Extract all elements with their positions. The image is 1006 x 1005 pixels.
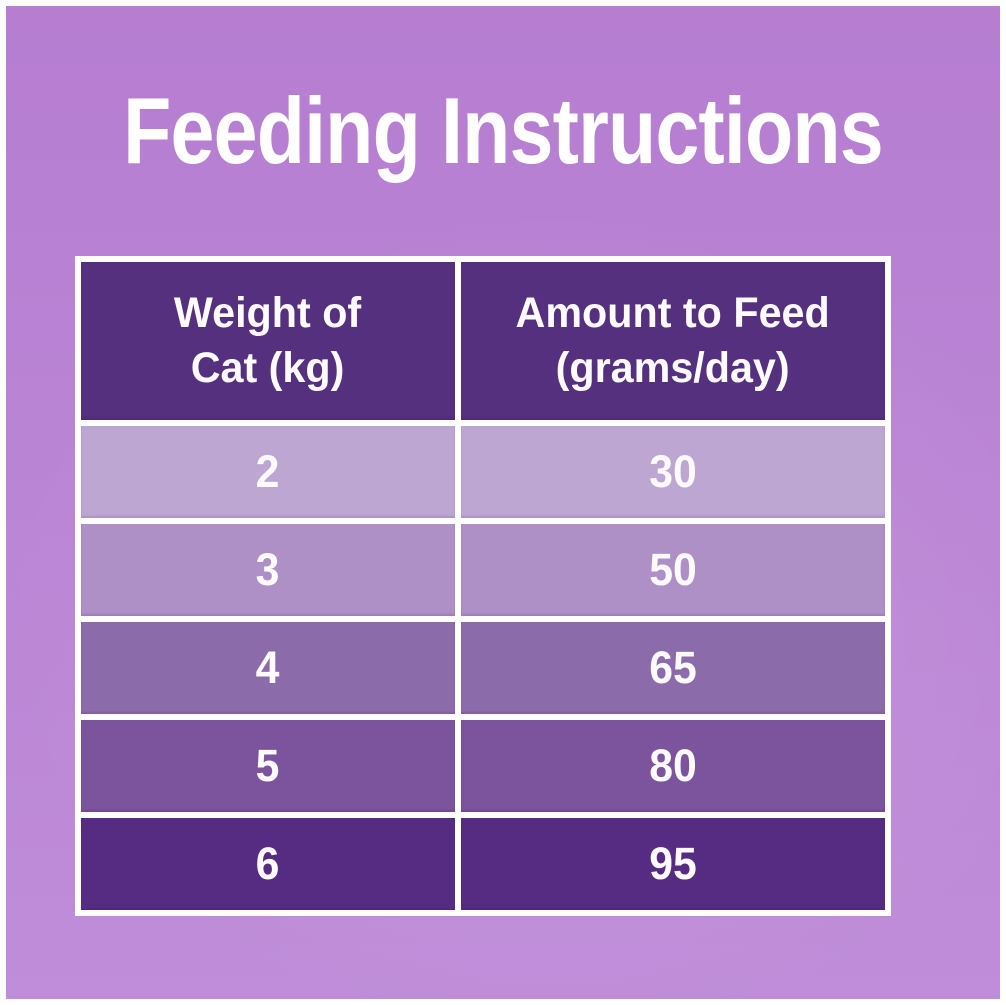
table-cell-weight: 4 [81, 622, 455, 714]
weight-value: 2 [256, 446, 280, 497]
table-cell-amount: 50 [461, 524, 885, 616]
table-header-amount: Amount to Feed (grams/day) [461, 262, 885, 420]
amount-value: 95 [649, 838, 697, 889]
table-cell-amount: 95 [461, 818, 885, 910]
amount-value: 50 [649, 544, 697, 595]
table-cell-amount: 30 [461, 426, 885, 518]
table-cell-weight: 6 [81, 818, 455, 910]
amount-value: 80 [649, 740, 697, 791]
page-title: Feeding Instructions [123, 78, 884, 183]
amount-value: 30 [649, 446, 697, 497]
table-header-weight-label: Weight of Cat (kg) [174, 286, 361, 396]
table-cell-amount: 80 [461, 720, 885, 812]
table-header-amount-label: Amount to Feed (grams/day) [516, 286, 830, 396]
table-cell-weight: 2 [81, 426, 455, 518]
weight-value: 4 [256, 642, 280, 693]
table-cell-amount: 65 [461, 622, 885, 714]
table-cell-weight: 3 [81, 524, 455, 616]
weight-value: 3 [256, 544, 280, 595]
table-header-weight: Weight of Cat (kg) [81, 262, 455, 420]
header-weight-line2: Cat (kg) [191, 344, 345, 392]
table-cell-weight: 5 [81, 720, 455, 812]
weight-value: 5 [256, 740, 280, 791]
header-weight-line1: Weight of [174, 288, 362, 337]
header-amount-line2: (grams/day) [556, 344, 790, 392]
amount-value: 65 [649, 642, 697, 693]
feeding-table: Weight of Cat (kg) Amount to Feed (grams… [75, 256, 891, 916]
header-amount-line1: Amount to Feed [515, 288, 831, 337]
weight-value: 6 [256, 838, 280, 889]
